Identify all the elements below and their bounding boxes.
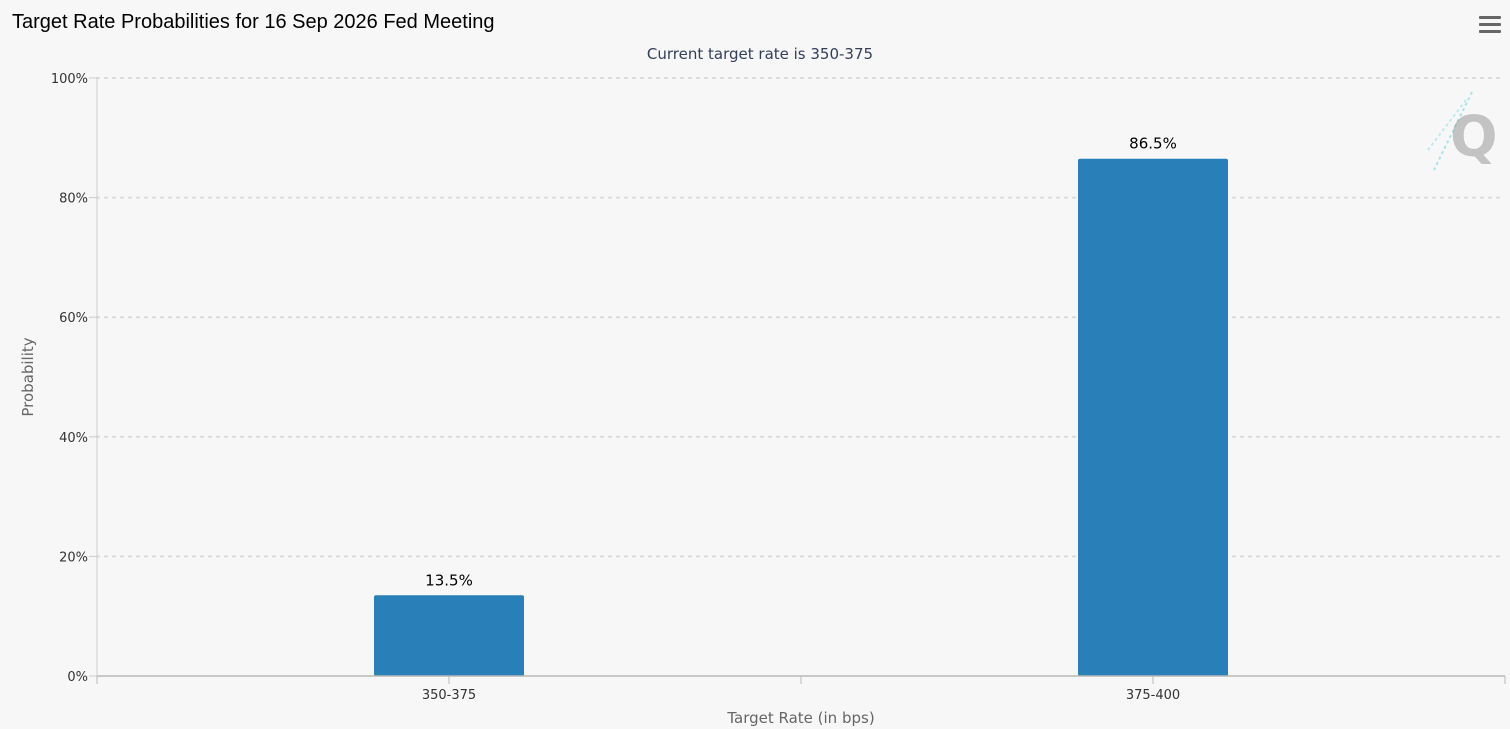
- hamburger-menu-icon[interactable]: [1478, 16, 1502, 38]
- y-tick-label: 40%: [59, 431, 88, 446]
- y-axis-ticks: 0% 20% 40% 60% 80% 100%: [51, 72, 97, 685]
- x-axis-title: Target Rate (in bps): [726, 709, 874, 727]
- y-axis-title: Probability: [19, 337, 37, 416]
- x-axis-ticks: 350-375 375-400: [96, 676, 1506, 703]
- data-label: 86.5%: [1129, 135, 1177, 153]
- grid-lines: [96, 77, 1506, 558]
- chart-subtitle: Current target rate is 350-375: [647, 45, 873, 63]
- bar-350-375[interactable]: [374, 595, 524, 676]
- data-labels: 13.5% 86.5%: [425, 135, 1177, 590]
- svg-text:Q: Q: [1450, 105, 1498, 170]
- y-tick-label: 80%: [59, 192, 88, 207]
- bars: [374, 158, 1228, 677]
- x-tick-label: 375-400: [1126, 688, 1180, 703]
- bar-375-400[interactable]: [1078, 158, 1228, 677]
- y-tick-label: 20%: [59, 550, 88, 565]
- y-tick-label: 60%: [59, 311, 88, 326]
- chart-title: Target Rate Probabilities for 16 Sep 202…: [12, 11, 495, 33]
- x-tick-label: 350-375: [422, 688, 476, 703]
- data-label: 13.5%: [425, 571, 473, 589]
- y-tick-label: 100%: [51, 72, 88, 87]
- quikstrike-q-logo-icon: Q: [1427, 91, 1498, 171]
- y-tick-label: 0%: [67, 670, 88, 685]
